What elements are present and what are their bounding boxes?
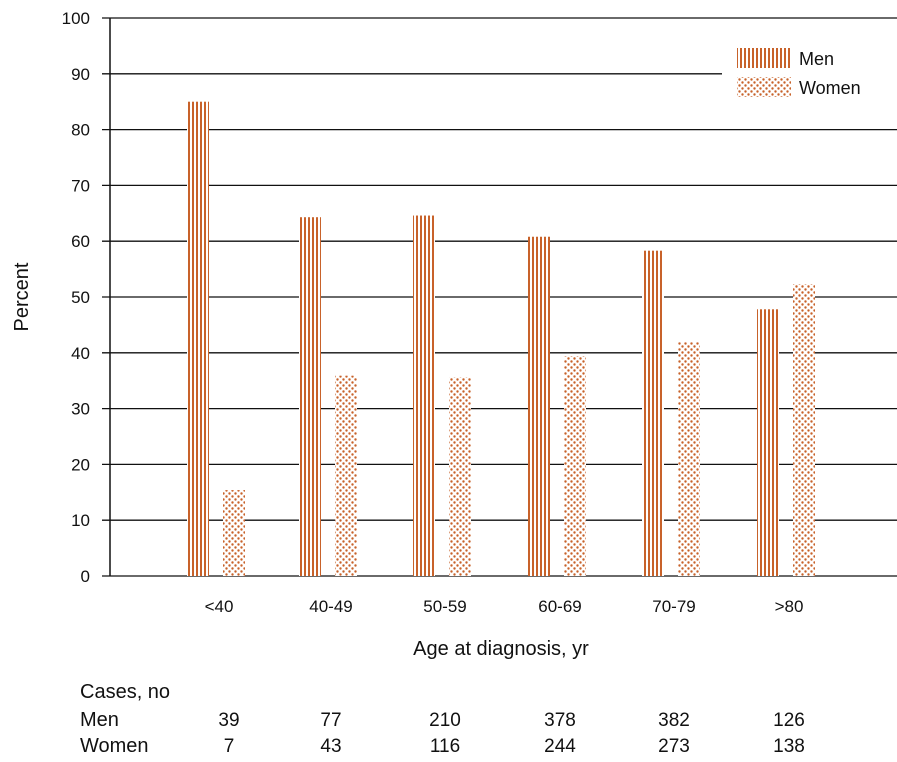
cases-cell: 273 xyxy=(658,736,690,757)
x-axis-title: Age at diagnosis, yr xyxy=(413,638,589,660)
cases-cell: 210 xyxy=(429,710,461,731)
cases-cell: 77 xyxy=(320,710,342,731)
y-tick-label: 80 xyxy=(71,121,90,140)
x-tick-labels: <40 40-49 50-59 60-69 70-79 >80 xyxy=(205,597,804,616)
bar-women-5 xyxy=(793,284,815,576)
y-tick-label: 50 xyxy=(71,288,90,307)
bar-men-5 xyxy=(757,309,779,576)
cases-cell: 138 xyxy=(773,736,805,757)
y-tick-label: 40 xyxy=(71,344,90,363)
y-tick-label: 10 xyxy=(71,511,90,530)
bar-women-0 xyxy=(223,490,245,576)
bar-men-0 xyxy=(187,101,209,576)
bar-women-2 xyxy=(449,377,471,576)
x-tick-label: <40 xyxy=(205,597,234,616)
x-tick-label: 70-79 xyxy=(652,597,695,616)
legend: Men Women xyxy=(722,42,897,104)
legend-label-men: Men xyxy=(799,49,834,69)
bar-men-1 xyxy=(299,217,321,576)
cases-table-title: Cases, no xyxy=(80,681,171,703)
cases-cell: 7 xyxy=(223,736,235,757)
bars xyxy=(187,101,815,577)
y-tick-labels: 0 10 20 30 40 50 60 70 80 90 100 xyxy=(62,9,90,586)
y-axis-title: Percent xyxy=(11,262,33,331)
cases-cell: 43 xyxy=(320,736,342,757)
cases-row-label: Women xyxy=(80,735,149,757)
cases-cell: 244 xyxy=(544,736,576,757)
y-tick-label: 60 xyxy=(71,232,90,251)
bar-women-3 xyxy=(564,356,586,576)
legend-swatch-women xyxy=(737,77,791,97)
cases-cell: 39 xyxy=(218,710,240,731)
legend-swatch-men xyxy=(737,48,791,68)
bar-women-1 xyxy=(335,375,357,576)
y-tick-label: 70 xyxy=(71,176,90,195)
legend-label-women: Women xyxy=(799,78,861,98)
cases-cell: 382 xyxy=(658,710,690,731)
x-tick-label: 40-49 xyxy=(309,597,352,616)
cases-cell: 378 xyxy=(544,710,576,731)
x-tick-label: 50-59 xyxy=(423,597,466,616)
cases-row-label: Men xyxy=(80,709,119,731)
x-tick-label: 60-69 xyxy=(538,597,581,616)
y-tick-label: 100 xyxy=(62,9,90,28)
bar-men-4 xyxy=(642,250,664,576)
x-tick-label: >80 xyxy=(775,597,804,616)
y-tick-label: 20 xyxy=(71,455,90,474)
y-tick-label: 90 xyxy=(71,65,90,84)
cases-cell: 116 xyxy=(429,736,461,757)
cases-cell: 126 xyxy=(773,710,805,731)
bar-women-4 xyxy=(678,342,700,576)
y-tick-label: 0 xyxy=(81,567,90,586)
bar-men-2 xyxy=(413,215,435,577)
bar-men-3 xyxy=(528,236,550,576)
y-tick-label: 30 xyxy=(71,400,90,419)
